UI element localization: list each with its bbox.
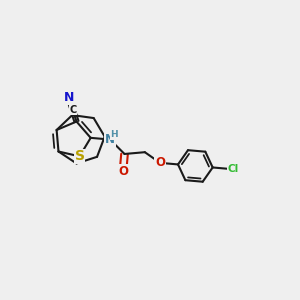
Text: N: N — [105, 133, 115, 146]
Text: S: S — [74, 149, 85, 164]
Text: H: H — [110, 130, 118, 139]
Text: C: C — [69, 105, 76, 115]
Text: O: O — [118, 165, 128, 178]
Text: O: O — [155, 156, 165, 170]
Text: N: N — [63, 91, 74, 104]
Text: Cl: Cl — [228, 164, 239, 174]
